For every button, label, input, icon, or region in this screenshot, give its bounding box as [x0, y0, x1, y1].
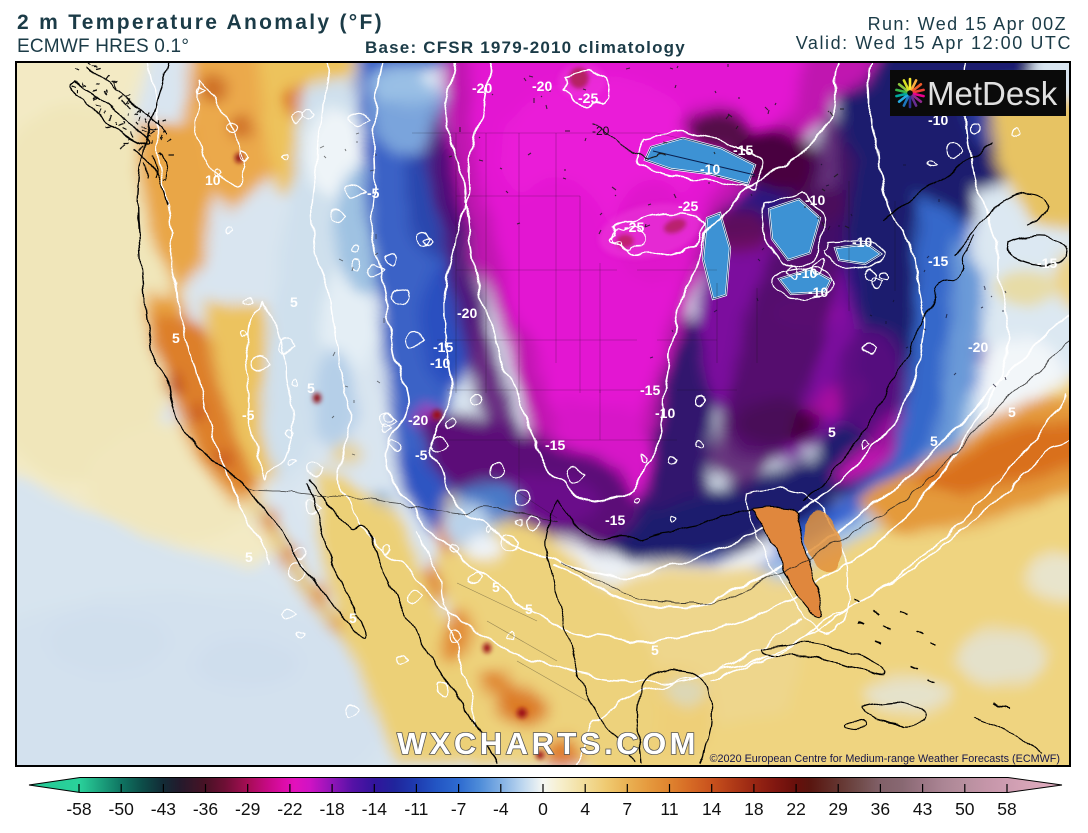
svg-text:5: 5 — [172, 330, 180, 346]
svg-text:5: 5 — [1008, 404, 1016, 420]
svg-text:-15: -15 — [733, 142, 753, 158]
svg-text:11: 11 — [660, 799, 678, 819]
svg-text:-5: -5 — [367, 185, 380, 201]
svg-text:-36: -36 — [193, 799, 218, 819]
svg-text:-5: -5 — [242, 407, 255, 423]
svg-text:10: 10 — [205, 172, 221, 188]
svg-text:29: 29 — [828, 799, 847, 819]
svg-text:5: 5 — [307, 380, 315, 396]
svg-text:-20: -20 — [457, 305, 477, 321]
svg-text:5: 5 — [290, 294, 298, 310]
svg-text:-10: -10 — [797, 265, 817, 281]
svg-text:5: 5 — [828, 424, 836, 440]
svg-text:43: 43 — [913, 799, 932, 819]
svg-text:-20: -20 — [532, 78, 552, 94]
svg-text:0: 0 — [538, 799, 548, 819]
svg-text:-10: -10 — [852, 234, 872, 250]
svg-text:-15: -15 — [640, 382, 660, 398]
svg-text:5: 5 — [492, 579, 500, 595]
svg-text:-10: -10 — [430, 355, 450, 371]
svg-text:-25: -25 — [624, 219, 644, 235]
svg-text:-7: -7 — [451, 799, 467, 819]
svg-text:4: 4 — [580, 799, 590, 819]
svg-text:-4: -4 — [493, 799, 509, 819]
svg-text:-15: -15 — [1037, 255, 1057, 271]
svg-text:18: 18 — [744, 799, 763, 819]
svg-text:-15: -15 — [605, 512, 625, 528]
svg-text:-14: -14 — [362, 799, 388, 819]
svg-text:-15: -15 — [433, 339, 453, 355]
svg-text:-18: -18 — [319, 799, 344, 819]
svg-text:-22: -22 — [277, 799, 302, 819]
svg-text:-43: -43 — [151, 799, 176, 819]
svg-text:-58: -58 — [66, 799, 91, 819]
svg-text:5: 5 — [349, 610, 357, 626]
svg-text:5: 5 — [930, 433, 938, 449]
svg-text:-20: -20 — [592, 124, 610, 138]
svg-text:5: 5 — [651, 642, 659, 658]
svg-text:-10: -10 — [805, 192, 825, 208]
svg-text:-20: -20 — [968, 339, 988, 355]
svg-text:5: 5 — [245, 549, 253, 565]
svg-text:22: 22 — [786, 799, 805, 819]
svg-text:7: 7 — [622, 799, 632, 819]
svg-text:-29: -29 — [235, 799, 260, 819]
svg-text:-15: -15 — [545, 437, 565, 453]
svg-text:50: 50 — [955, 799, 975, 819]
svg-text:-15: -15 — [928, 253, 948, 269]
svg-text:-11: -11 — [404, 799, 428, 819]
svg-text:14: 14 — [702, 799, 722, 819]
svg-text:-50: -50 — [109, 799, 135, 819]
svg-text:MetDesk: MetDesk — [927, 75, 1058, 112]
svg-text:36: 36 — [871, 799, 890, 819]
svg-text:-20: -20 — [472, 80, 492, 96]
svg-text:-5: -5 — [415, 447, 428, 463]
svg-text:-20: -20 — [408, 412, 428, 428]
svg-text:-25: -25 — [578, 90, 598, 106]
svg-text:-10: -10 — [808, 284, 828, 300]
svg-text:5: 5 — [525, 601, 533, 617]
svg-text:-10: -10 — [655, 405, 675, 421]
svg-text:58: 58 — [997, 799, 1016, 819]
svg-text:©2020 European Centre for Medi: ©2020 European Centre for Medium-range W… — [710, 753, 1060, 765]
svg-text:-10: -10 — [700, 161, 720, 177]
svg-text:WXCHARTS.COM: WXCHARTS.COM — [397, 726, 699, 761]
svg-text:-25: -25 — [678, 198, 698, 214]
